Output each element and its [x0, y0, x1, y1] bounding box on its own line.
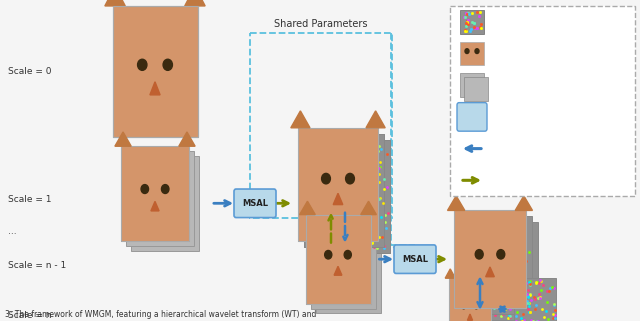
Text: Sampling/IWT: Sampling/IWT	[494, 144, 552, 153]
Circle shape	[476, 250, 483, 259]
Polygon shape	[179, 132, 195, 146]
Bar	[113, 6, 198, 137]
Bar	[298, 128, 378, 241]
Bar	[466, 222, 538, 320]
Polygon shape	[467, 314, 472, 320]
Bar	[126, 151, 194, 246]
Bar	[304, 134, 384, 247]
Polygon shape	[105, 0, 125, 6]
Polygon shape	[185, 0, 205, 6]
Bar	[460, 42, 484, 65]
Text: Scale = n: Scale = n	[8, 310, 51, 320]
Text: 3: The framework of WMGM, featuring a hierarchical wavelet transform (WT) and: 3: The framework of WMGM, featuring a hi…	[5, 310, 316, 319]
Bar	[305, 215, 371, 304]
Polygon shape	[447, 196, 465, 211]
Polygon shape	[445, 269, 455, 278]
Text: Multi-scale
adversarial learning: Multi-scale adversarial learning	[494, 107, 579, 126]
Circle shape	[324, 250, 332, 259]
Bar	[298, 128, 378, 241]
Bar	[316, 224, 381, 313]
Bar	[310, 219, 376, 308]
Circle shape	[475, 49, 479, 54]
Bar	[113, 6, 198, 137]
Bar	[460, 73, 484, 97]
Circle shape	[163, 59, 172, 70]
Polygon shape	[361, 201, 376, 215]
Text: MSAL: MSAL	[402, 255, 428, 264]
Bar	[304, 134, 384, 247]
Text: White noise: White noise	[494, 17, 543, 26]
Bar	[449, 278, 491, 321]
Text: Scale = 0: Scale = 0	[8, 67, 51, 76]
Text: High-freq. subband: High-freq. subband	[494, 81, 575, 90]
Circle shape	[141, 185, 148, 194]
Circle shape	[346, 173, 355, 184]
Text: ...: ...	[8, 227, 17, 236]
Text: Scale = n - 1: Scale = n - 1	[8, 261, 67, 270]
Polygon shape	[150, 82, 160, 95]
Circle shape	[161, 185, 169, 194]
Text: Shared Parameters: Shared Parameters	[275, 19, 368, 29]
Bar	[131, 156, 199, 251]
Polygon shape	[300, 201, 316, 215]
Circle shape	[138, 59, 147, 70]
Text: Training/WT: Training/WT	[494, 176, 543, 185]
Bar	[454, 211, 526, 308]
FancyBboxPatch shape	[394, 245, 436, 273]
FancyBboxPatch shape	[457, 103, 487, 131]
Polygon shape	[366, 111, 385, 128]
Circle shape	[474, 303, 479, 309]
Polygon shape	[486, 267, 494, 277]
Polygon shape	[484, 269, 495, 278]
Bar	[305, 215, 371, 304]
Polygon shape	[115, 132, 131, 146]
Polygon shape	[151, 201, 159, 211]
Circle shape	[344, 250, 351, 259]
FancyBboxPatch shape	[450, 6, 635, 196]
Bar	[310, 140, 390, 253]
Circle shape	[465, 49, 469, 54]
Circle shape	[322, 173, 330, 184]
Polygon shape	[515, 196, 532, 211]
Circle shape	[497, 250, 505, 259]
Bar	[460, 10, 484, 34]
Polygon shape	[291, 111, 310, 128]
Bar	[310, 140, 390, 253]
Bar	[514, 278, 556, 321]
FancyBboxPatch shape	[234, 189, 276, 218]
Polygon shape	[333, 193, 343, 204]
Polygon shape	[334, 266, 342, 275]
Bar	[121, 146, 189, 241]
Circle shape	[461, 303, 466, 309]
Text: MSAL: MSAL	[242, 199, 268, 208]
Text: Low-freq. subband: Low-freq. subband	[494, 49, 572, 58]
Bar	[464, 77, 488, 101]
Bar	[460, 216, 532, 314]
Text: Scale = 1: Scale = 1	[8, 195, 51, 204]
Bar	[121, 146, 189, 241]
